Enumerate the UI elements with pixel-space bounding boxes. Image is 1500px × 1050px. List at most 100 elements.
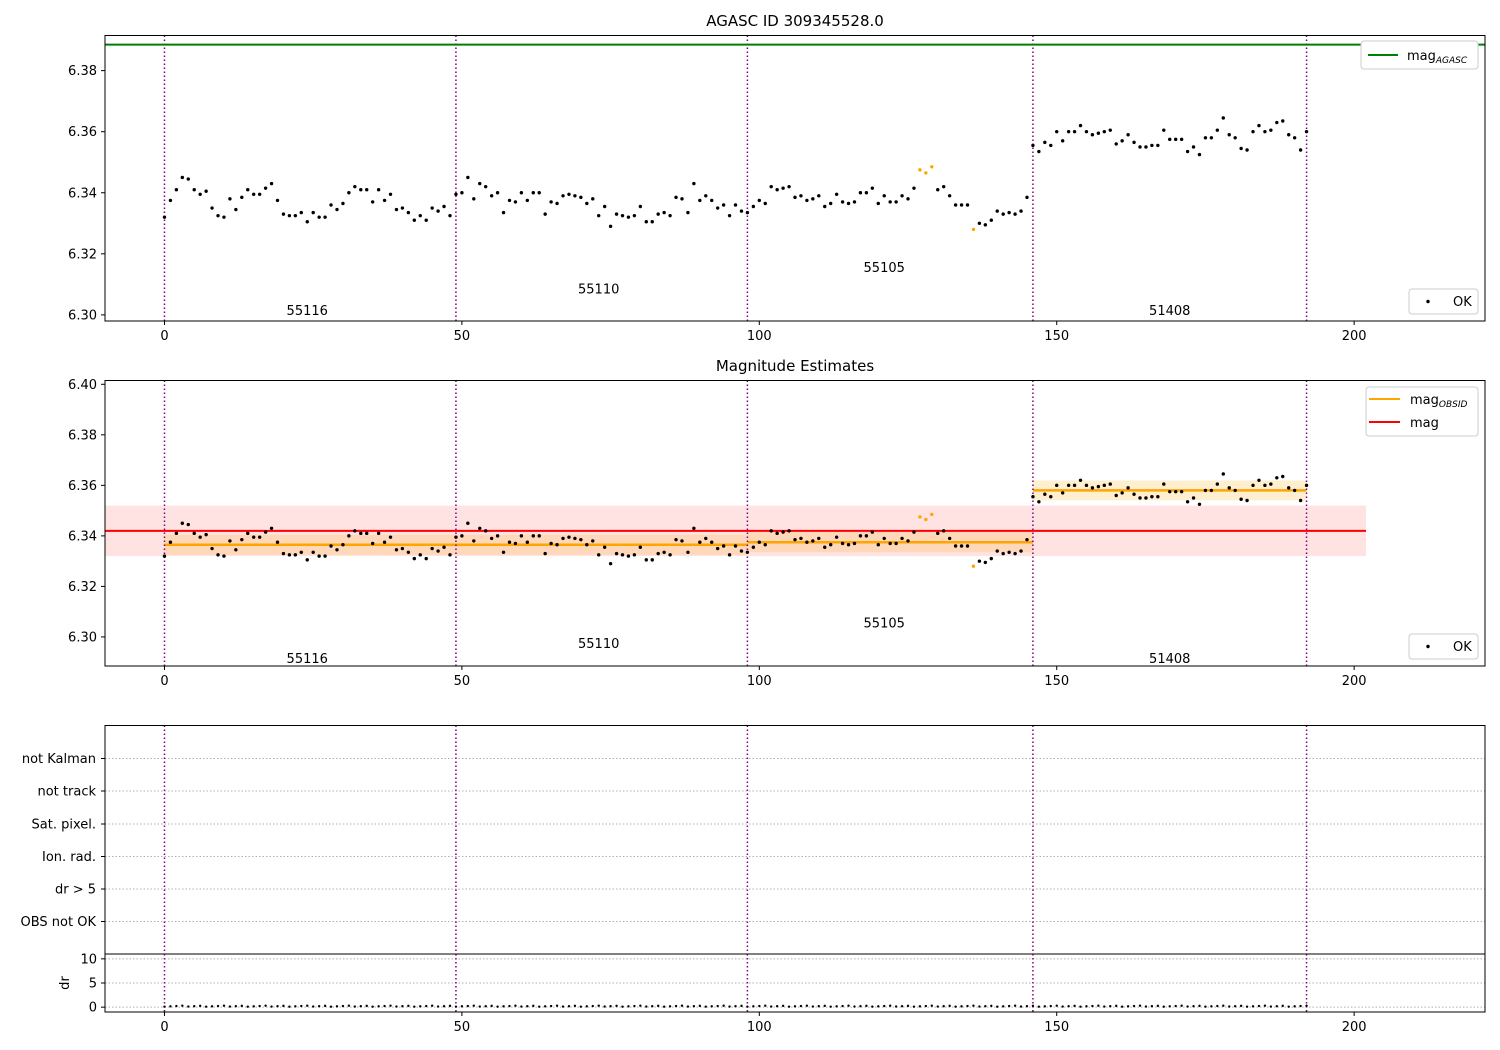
data-point-ok (1168, 489, 1172, 494)
data-point-ok (1102, 129, 1107, 134)
data-point-ok (953, 203, 958, 207)
data-point-ok (418, 553, 422, 557)
x-tick-label: 50 (454, 674, 471, 689)
data-point-ok (299, 210, 303, 215)
dr-point (656, 1004, 660, 1008)
data-point-ok (204, 532, 208, 537)
data-point-ok (1162, 128, 1166, 132)
dr-point (210, 1005, 214, 1008)
x-tick-label: 200 (1342, 674, 1367, 689)
y-tick-label: 6.36 (68, 479, 97, 494)
data-point-ok (739, 209, 744, 213)
data-point-ok (287, 213, 292, 218)
dr-point (317, 1005, 321, 1008)
data-point-ok (775, 531, 779, 536)
dr-point (1120, 1005, 1124, 1008)
dr-point (603, 1005, 606, 1008)
y-tick-label: 6.40 (68, 378, 97, 393)
data-point-ok (412, 218, 417, 222)
data-point-not-ok (918, 168, 922, 172)
legend-top: magOBSID mag (1365, 386, 1479, 437)
dr-point (1251, 1005, 1255, 1008)
data-point-ok (1275, 476, 1279, 480)
data-point-ok (555, 543, 559, 547)
data-point-ok (1179, 137, 1184, 142)
dr-point (502, 1005, 505, 1008)
data-point-ok (466, 521, 470, 525)
y-tick-label: 0 (89, 1001, 97, 1016)
y-tick-label: 10 (80, 952, 97, 967)
data-point-ok (1287, 133, 1291, 137)
data-point-ok (1019, 209, 1023, 213)
data-point-ok (168, 540, 173, 544)
data-point-ok (1108, 482, 1112, 486)
dr-point (389, 1004, 392, 1007)
data-point-ok (478, 181, 482, 186)
dr-point (1025, 1005, 1029, 1008)
dr-point (1222, 1004, 1225, 1007)
dr-point (597, 1004, 600, 1007)
data-point-ok (620, 213, 625, 218)
data-point-ok (656, 212, 660, 216)
data-point-ok (460, 191, 464, 195)
data-point-ok (1025, 537, 1029, 542)
data-point-ok (692, 181, 696, 186)
data-point-ok (1281, 474, 1285, 479)
dr-point (918, 1005, 922, 1008)
data-point-ok (424, 218, 428, 222)
data-point-ok (721, 544, 726, 548)
dr-point (555, 1004, 559, 1007)
data-point-ok (1263, 129, 1267, 134)
data-point-ok (394, 207, 399, 212)
data-point-ok (240, 195, 244, 200)
data-point-ok (1060, 139, 1065, 143)
dr-point (163, 1005, 166, 1008)
dr-point (484, 1005, 487, 1008)
dr-point (335, 1005, 339, 1008)
data-point-ok (834, 535, 839, 539)
dr-point (775, 1005, 779, 1008)
data-point-ok (513, 541, 518, 546)
legend-bottom: OK (1408, 288, 1479, 315)
data-point-ok (757, 540, 762, 544)
data-point-ok (460, 534, 464, 538)
data-point-ok (817, 194, 821, 198)
dr-point (204, 1005, 208, 1008)
data-point-ok (680, 197, 684, 201)
data-point-ok (864, 534, 869, 538)
data-point-ok (1108, 128, 1112, 132)
dr-point (526, 1005, 529, 1008)
data-point-ok (686, 550, 690, 555)
data-point-ok (715, 546, 720, 551)
data-point-ok (1203, 488, 1208, 493)
dr-point (329, 1005, 333, 1008)
x-tick-label: 150 (1044, 674, 1069, 689)
data-point-ok (680, 539, 684, 543)
dr-point (1162, 1005, 1165, 1008)
data-point-ok (370, 541, 375, 546)
dr-point (1192, 1005, 1195, 1008)
data-point-ok (311, 550, 315, 555)
dr-point (871, 1005, 874, 1008)
data-point-ok (323, 554, 327, 558)
data-point-ok (240, 537, 244, 542)
data-point-ok (799, 194, 803, 198)
data-point-ok (234, 207, 238, 212)
data-point-ok (733, 544, 738, 548)
dr-point (585, 1005, 589, 1008)
dr-point (966, 1004, 969, 1008)
dr-point (1257, 1004, 1261, 1008)
data-point-ok (1037, 149, 1041, 154)
data-point-ok (620, 553, 625, 557)
data-point-ok (162, 554, 167, 558)
data-point-ok (579, 195, 583, 200)
dr-point (888, 1004, 892, 1007)
dr-point (520, 1005, 523, 1008)
data-point-ok (1269, 128, 1273, 132)
dr-point (407, 1004, 410, 1008)
data-point-ok (727, 553, 732, 557)
dr-point (1061, 1005, 1064, 1008)
data-point-not-ok (924, 517, 928, 522)
y-tick-label: 6.32 (68, 247, 97, 262)
data-point-ok (1090, 486, 1095, 490)
